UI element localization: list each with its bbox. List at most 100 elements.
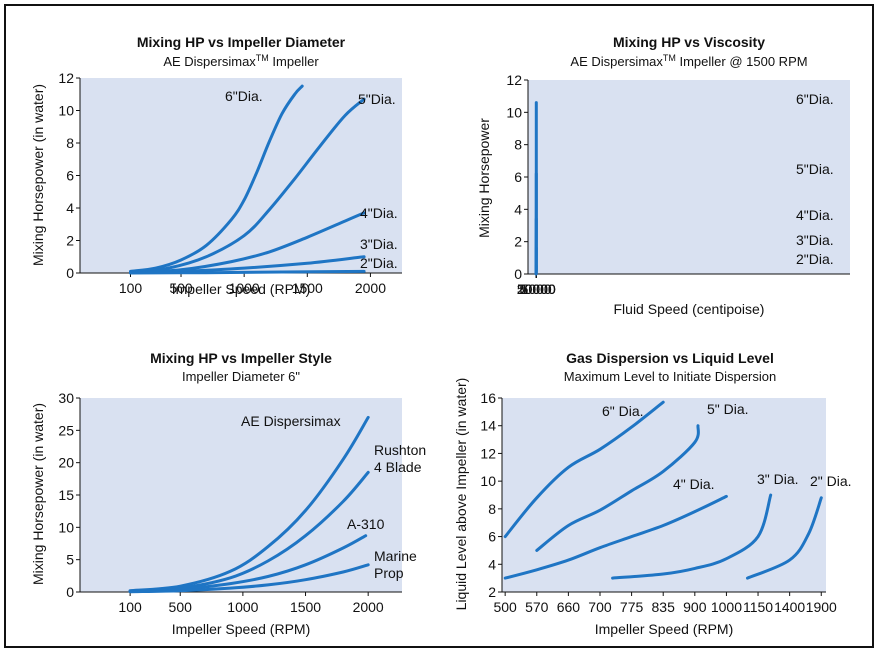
series-line <box>129 269 366 275</box>
y-tick-label: 0 <box>514 266 522 282</box>
chart-2: Mixing HP vs Viscosity AE DispersimaxTM I… <box>476 34 850 317</box>
y-tick-label: 8 <box>66 135 74 151</box>
x-tick-label: 700 <box>588 599 612 615</box>
x-tick-label: 2000 <box>355 280 386 296</box>
y-tick-label: 4 <box>514 201 522 217</box>
x-tick-label: 1500 <box>292 280 323 296</box>
x-tick-label: 10000 <box>517 281 556 297</box>
y-tick-label: 10 <box>58 519 74 535</box>
y-tick-label: 4 <box>488 556 496 572</box>
y-tick-label: 2 <box>488 584 496 600</box>
series-label: 6"Dia. <box>225 88 263 104</box>
y-tick-label: 16 <box>480 390 496 406</box>
x-axis-label: Impeller Speed (RPM) <box>595 621 734 637</box>
series-line <box>503 400 665 539</box>
chart-3: Mixing HP vs Impeller Style Impeller Diam… <box>30 350 426 637</box>
series-line <box>746 496 823 580</box>
x-axis-label: Impeller Speed (RPM) <box>172 621 311 637</box>
y-tick-label: 0 <box>66 265 74 281</box>
series-label: A-310 <box>347 516 385 532</box>
x-axis-label: Fluid Speed (centipoise) <box>614 301 765 317</box>
y-tick-label: 5 <box>66 552 74 568</box>
x-tick-label: 1000 <box>227 599 258 615</box>
y-tick-label: 2 <box>514 234 522 250</box>
x-tick-label: 1400 <box>774 599 805 615</box>
series-line <box>128 563 370 594</box>
x-tick-label: 500 <box>169 599 193 615</box>
series-line <box>535 424 700 552</box>
y-tick-label: 4 <box>66 200 74 216</box>
y-tick-label: 15 <box>58 487 74 503</box>
y-tick-label: 6 <box>514 169 522 185</box>
y-tick-label: 12 <box>58 70 74 86</box>
x-tick-label: 2000 <box>353 599 384 615</box>
series-line <box>128 415 370 593</box>
y-tick-label: 6 <box>66 168 74 184</box>
x-tick-label: 1500 <box>290 599 321 615</box>
y-tick-label: 30 <box>58 390 74 406</box>
series-label: 5"Dia. <box>358 91 396 107</box>
y-axis-label: Mixing Horsepower (in water) <box>30 403 46 585</box>
y-axis-label: Mixing Horsepower (in water) <box>30 84 46 266</box>
x-tick-label: 50000 <box>517 281 556 297</box>
chart-title: Mixing HP vs Impeller Style <box>150 350 332 366</box>
series-label: 3"Dia. <box>360 236 398 252</box>
chart-1: Mixing HP vs Impeller Diameter AE Dispers… <box>30 34 402 297</box>
x-tick-label: 500 <box>169 280 193 296</box>
y-tick-label: 10 <box>58 103 74 119</box>
y-axis-label: Mixing Horsepower <box>476 118 492 238</box>
chart-subtitle: AE DispersimaxTM Impeller <box>163 53 319 69</box>
x-tick-label: 835 <box>652 599 676 615</box>
series-label: 6" Dia. <box>602 403 644 419</box>
x-tick-label: 775 <box>620 599 644 615</box>
x-tick-label: 100 <box>118 599 142 615</box>
series-label: 5" Dia. <box>707 401 749 417</box>
x-tick-label: 500 <box>493 599 517 615</box>
chart-subtitle: Maximum Level to Initiate Dispersion <box>564 369 776 384</box>
series-label: 6"Dia. <box>796 91 834 107</box>
series-line <box>129 211 366 275</box>
series-label: 4" Dia. <box>673 476 715 492</box>
y-tick-label: 12 <box>506 72 522 88</box>
series-line <box>129 84 304 273</box>
y-tick-label: 14 <box>480 418 496 434</box>
chart-title: Mixing HP vs Impeller Diameter <box>137 34 346 50</box>
series-label: Prop <box>374 565 404 581</box>
x-tick-label: 900 <box>683 599 707 615</box>
series-label: Marine <box>374 548 417 564</box>
series-label: 2" Dia. <box>810 473 852 489</box>
series-label: AE Dispersimax <box>241 413 341 429</box>
series-label: Rushton <box>374 442 426 458</box>
y-tick-label: 10 <box>506 104 522 120</box>
x-tick-label: 1900 <box>806 599 837 615</box>
series-label: 5"Dia. <box>796 161 834 177</box>
x-tick-label: 1000 <box>711 599 742 615</box>
series-line <box>503 494 728 580</box>
x-tick-label: 660 <box>557 599 581 615</box>
chart-title: Gas Dispersion vs Liquid Level <box>566 350 774 366</box>
y-tick-label: 10 <box>480 473 496 489</box>
chart-subtitle: Impeller Diameter 6" <box>182 369 300 384</box>
series-label: 2"Dia. <box>796 251 834 267</box>
x-tick-label: 1150 <box>743 599 773 615</box>
series-label: 4 Blade <box>374 459 422 475</box>
y-tick-label: 12 <box>480 445 496 461</box>
series-label: 4"Dia. <box>796 207 834 223</box>
series-line <box>611 493 773 580</box>
chart-4: Gas Dispersion vs Liquid Level Maximum Le… <box>453 350 852 637</box>
series-label: 3" Dia. <box>757 471 799 487</box>
x-tick-label: 570 <box>525 599 549 615</box>
chart-title: Mixing HP vs Viscosity <box>613 34 765 50</box>
x-tick-label: 1000 <box>229 280 260 296</box>
series-label: 4"Dia. <box>360 205 398 221</box>
series-label: 2"Dia. <box>360 255 398 271</box>
y-tick-label: 0 <box>66 584 74 600</box>
y-tick-label: 2 <box>66 233 74 249</box>
series-line <box>129 97 366 274</box>
y-axis-label: Liquid Level above Impeller (in water) <box>453 378 469 611</box>
plot-area <box>502 398 826 592</box>
chart-subtitle: AE DispersimaxTM Impeller @ 1500 RPM <box>570 53 807 69</box>
x-tick-label: 20000 <box>517 281 556 297</box>
x-axis-label: Impeller Speed (RPM) <box>172 281 311 297</box>
